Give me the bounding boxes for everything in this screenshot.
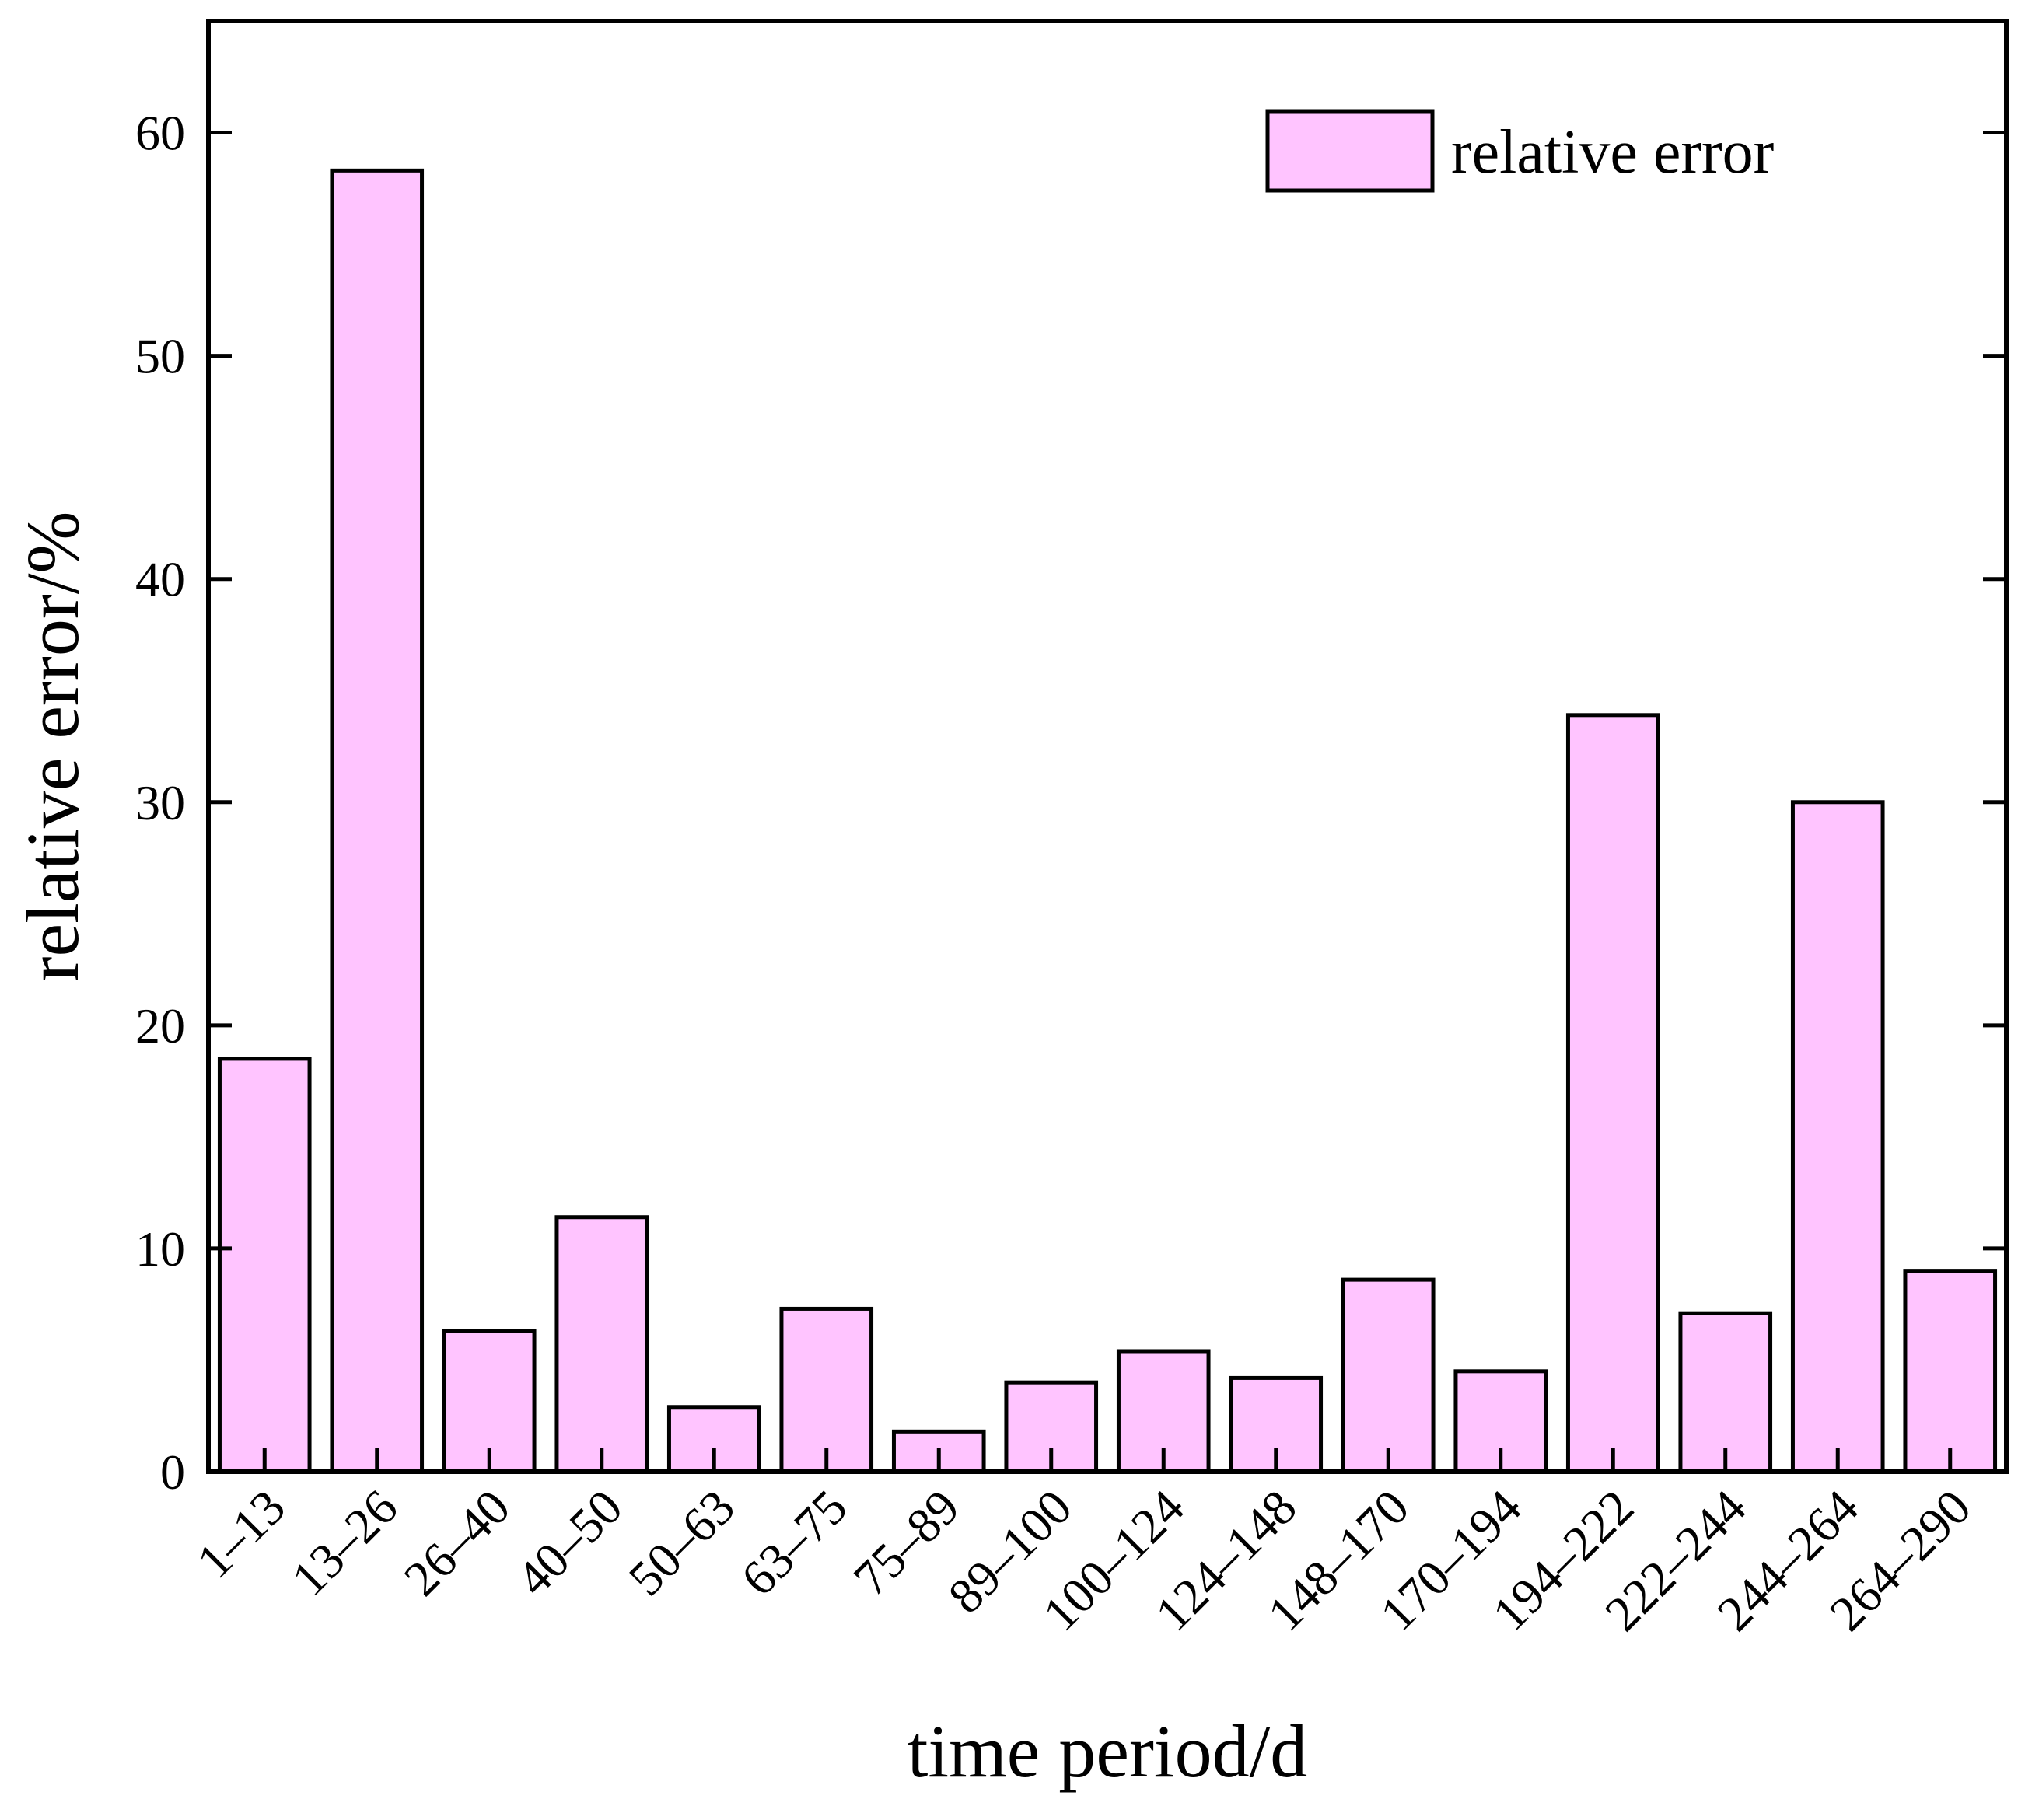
- bar-14: [1790, 800, 1885, 1474]
- bar-0: [217, 1057, 312, 1474]
- y-tick-label-0: 0: [160, 1444, 185, 1500]
- legend-swatch: [1265, 109, 1435, 193]
- plot-frame: [206, 19, 2009, 1474]
- bar-2: [442, 1329, 537, 1474]
- y-axis-title: relative error/%: [11, 512, 94, 982]
- y-tick-label-2: 20: [135, 998, 185, 1053]
- x-tick-label-2: 26–40: [393, 1479, 520, 1606]
- legend: relative error: [1265, 109, 1774, 193]
- bars-group: [217, 168, 1998, 1474]
- legend-label: relative error: [1451, 118, 1774, 187]
- bar-1: [330, 168, 425, 1474]
- x-axis-title: time period/d: [908, 1710, 1308, 1793]
- x-tick-label-0: 1–13: [186, 1479, 296, 1589]
- bar-15: [1903, 1269, 1998, 1474]
- y-tick-label-4: 40: [135, 552, 185, 607]
- bar-10: [1341, 1277, 1436, 1474]
- x-tick-label-4: 50–63: [618, 1479, 745, 1606]
- axes-group: [206, 19, 2009, 1474]
- y-tick-label-5: 50: [135, 329, 185, 384]
- y-tick-label-3: 30: [135, 775, 185, 830]
- y-tick-label-1: 10: [135, 1221, 185, 1277]
- x-tick-label-3: 40–50: [505, 1479, 632, 1606]
- bar-12: [1565, 713, 1660, 1474]
- y-tick-label-6: 60: [135, 106, 185, 161]
- x-tick-label-5: 63–75: [730, 1479, 857, 1606]
- bar-3: [554, 1215, 649, 1474]
- x-tick-label-1: 13–26: [281, 1479, 407, 1606]
- bar-13: [1678, 1311, 1773, 1474]
- bar-5: [779, 1306, 874, 1474]
